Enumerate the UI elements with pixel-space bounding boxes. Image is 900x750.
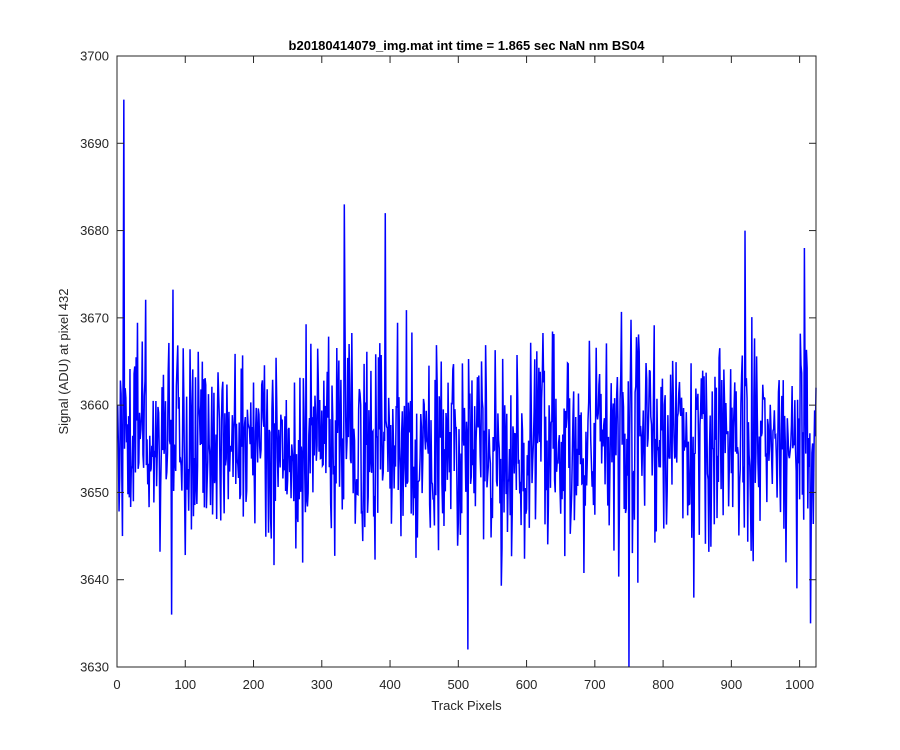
y-tick-label: 3690 (80, 136, 109, 151)
x-tick-label: 900 (721, 677, 743, 692)
ticks-layer: 0 100 200 300 400 500 600 700 800 900 1000 3630 3640… (80, 49, 816, 692)
y-tick-label: 3670 (80, 310, 109, 325)
y-axis-label: Signal (ADU) at pixel 432 (56, 289, 71, 435)
x-tick-label: 0 (113, 677, 120, 692)
axes-box (116, 55, 817, 668)
y-tick-label: 3640 (80, 572, 109, 587)
x-tick-label: 600 (516, 677, 538, 692)
y-tick-label: 3700 (80, 49, 109, 64)
plot-area (117, 56, 816, 667)
x-tick-label: 100 (174, 677, 196, 692)
x-tick-label: 800 (652, 677, 674, 692)
x-tick-label: 700 (584, 677, 606, 692)
x-tick-label: 500 (447, 677, 469, 692)
x-tick-label: 200 (243, 677, 265, 692)
x-tick-label: 400 (379, 677, 401, 692)
x-tick-label: 1000 (785, 677, 814, 692)
series-layer (116, 99, 817, 668)
y-tick-label: 3650 (80, 485, 109, 500)
y-tick-label: 3660 (80, 398, 109, 413)
y-tick-label: 3630 (80, 660, 109, 675)
x-tick-label: 300 (311, 677, 333, 692)
signal-series-line (116, 99, 817, 668)
x-axis-label: Track Pixels (431, 698, 502, 713)
chart-title: b20180414079_img.mat int time = 1.865 se… (289, 38, 646, 53)
y-tick-label: 3680 (80, 223, 109, 238)
